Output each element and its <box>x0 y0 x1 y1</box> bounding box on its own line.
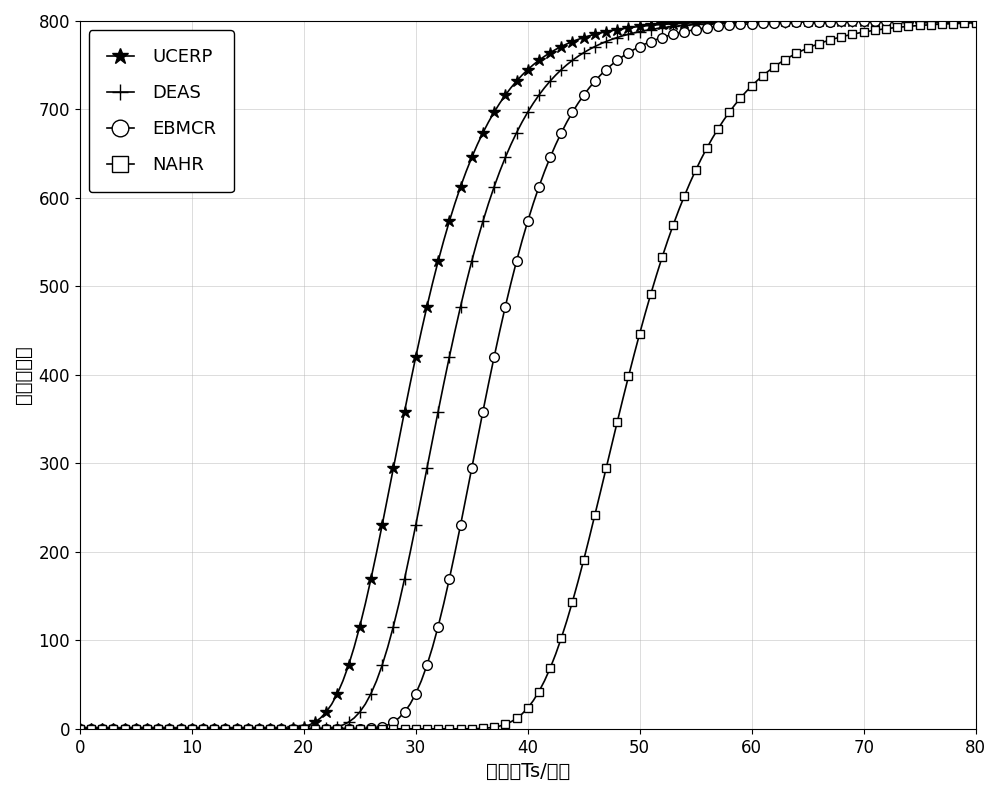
EBMCR <box>863 17 875 26</box>
DEAS <box>925 16 937 25</box>
EBMCR <box>818 17 830 26</box>
EBMCR <box>371 723 383 732</box>
X-axis label: 轮数（Ts/轮）: 轮数（Ts/轮） <box>486 762 570 781</box>
UCERP <box>404 379 416 389</box>
NAHR <box>863 26 875 36</box>
Line: NAHR: NAHR <box>76 18 980 733</box>
DEAS <box>818 17 830 26</box>
Line: EBMCR: EBMCR <box>75 16 980 734</box>
NAHR <box>320 724 332 734</box>
NAHR <box>74 724 86 734</box>
Line: UCERP: UCERP <box>74 14 982 735</box>
UCERP <box>863 16 875 25</box>
Y-axis label: 死亡节点数: 死亡节点数 <box>14 346 33 404</box>
DEAS <box>371 676 383 685</box>
UCERP <box>320 708 332 717</box>
DEAS <box>863 16 875 25</box>
EBMCR <box>970 16 982 25</box>
NAHR <box>404 724 416 734</box>
UCERP <box>970 16 982 25</box>
DEAS <box>74 724 86 734</box>
EBMCR <box>74 724 86 734</box>
EBMCR <box>320 724 332 734</box>
DEAS <box>404 548 416 557</box>
Line: DEAS: DEAS <box>74 15 981 735</box>
NAHR <box>371 724 383 734</box>
UCERP <box>818 16 830 25</box>
NAHR <box>970 18 982 28</box>
UCERP <box>74 724 86 734</box>
DEAS <box>970 16 982 25</box>
UCERP <box>371 548 383 557</box>
Legend: UCERP, DEAS, EBMCR, NAHR: UCERP, DEAS, EBMCR, NAHR <box>89 30 234 192</box>
UCERP <box>925 16 937 25</box>
EBMCR <box>925 16 937 25</box>
NAHR <box>818 37 830 47</box>
EBMCR <box>404 700 416 709</box>
NAHR <box>925 20 937 29</box>
DEAS <box>320 723 332 733</box>
